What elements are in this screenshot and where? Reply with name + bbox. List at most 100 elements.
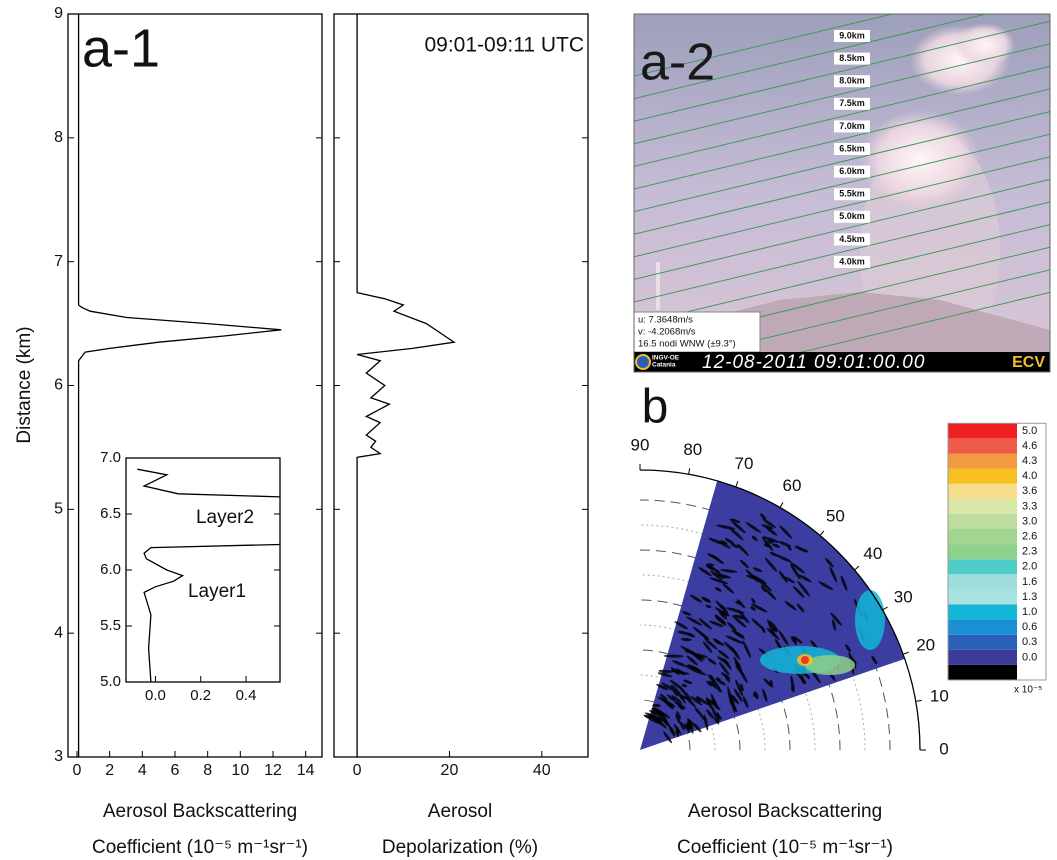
x-tick-label: 0.0 (145, 687, 166, 704)
texture (871, 655, 878, 665)
colorbar-label: 0.6 (1022, 621, 1037, 633)
texture (681, 683, 688, 688)
texture (652, 704, 661, 708)
x-axis-label: Aerosol Backscattering (688, 801, 882, 822)
plume (860, 110, 980, 210)
angle-tick (688, 468, 691, 475)
colorbar-box (948, 574, 1017, 590)
y-tick-label: 6.5 (100, 505, 121, 522)
texture (769, 551, 778, 557)
texture (690, 696, 703, 706)
info-line: 16.5 nodi WNW (±9.3°) (638, 339, 736, 350)
colorbar-label: 1.6 (1022, 576, 1037, 588)
x-tick-label: 20 (441, 762, 459, 779)
x-tick-label: 8 (203, 762, 212, 779)
texture (762, 518, 776, 528)
angle-tick (882, 606, 888, 611)
colorbar-label: 2.0 (1022, 561, 1037, 573)
height-line (634, 14, 989, 100)
panel-label: a-1 (82, 18, 160, 78)
texture (753, 691, 759, 698)
texture (657, 672, 673, 678)
texture (711, 555, 725, 565)
texture (689, 594, 703, 603)
height-lines (634, 14, 1050, 372)
texture (709, 620, 724, 627)
panel-label: b (642, 381, 669, 434)
texture (726, 607, 745, 614)
angle-label: 10 (930, 687, 949, 706)
height-tag (834, 233, 870, 246)
texture (737, 543, 749, 556)
height-line (634, 14, 895, 77)
texture (765, 588, 777, 601)
texture (739, 668, 748, 684)
texture (716, 712, 720, 725)
texture (745, 522, 762, 533)
outer-arc (639, 469, 921, 751)
texture (742, 640, 752, 659)
logo-text: Catania (652, 362, 676, 369)
colorbar-label: 5.0 (1022, 425, 1037, 437)
texture (692, 626, 708, 639)
texture (751, 535, 758, 542)
texture (731, 615, 747, 628)
texture (686, 616, 703, 626)
texture (683, 679, 693, 685)
texture (700, 714, 707, 722)
height-label: 6.0km (839, 166, 865, 176)
texture (751, 574, 767, 584)
texture (762, 688, 768, 702)
texture (762, 537, 774, 552)
texture (810, 640, 818, 649)
texture (766, 627, 780, 640)
plot-frame (333, 13, 589, 758)
cloud (955, 23, 1015, 67)
texture (674, 621, 689, 630)
texture (765, 527, 778, 536)
height-tag (834, 97, 870, 110)
angle-label: 70 (735, 454, 754, 473)
texture (728, 526, 744, 541)
texture (722, 658, 729, 665)
range-ring (639, 649, 741, 751)
info-box (634, 311, 761, 353)
texture (720, 540, 728, 545)
texture (729, 699, 738, 713)
angle-label: 30 (894, 587, 913, 606)
colorbar-box (948, 619, 1017, 635)
texture (711, 706, 717, 718)
texture (705, 709, 715, 719)
texture (673, 690, 679, 697)
texture (750, 606, 756, 611)
texture (671, 670, 690, 675)
texture (719, 612, 728, 620)
texture (709, 680, 718, 689)
colorbar-label: 4.6 (1022, 440, 1037, 452)
profile-line (356, 14, 456, 757)
angle-tick (915, 699, 922, 702)
texture (686, 721, 690, 734)
x-tick-label: 0 (73, 762, 82, 779)
height-tag (834, 143, 870, 155)
colorbar-box (948, 438, 1017, 454)
texture (643, 715, 663, 720)
texture (818, 581, 834, 590)
texture (778, 570, 788, 583)
y-tick-label: 3 (54, 748, 63, 765)
texture (733, 688, 743, 702)
texture (663, 654, 684, 658)
texture (696, 696, 709, 706)
texture (737, 599, 746, 609)
texture (796, 603, 805, 613)
height-tag (834, 188, 870, 201)
colorbar-box (948, 453, 1017, 469)
height-label: 7.0km (839, 121, 865, 131)
angle-label: 20 (916, 636, 935, 655)
y-tick-label: 7.0 (100, 449, 121, 466)
texture (710, 570, 723, 581)
texture (716, 687, 722, 693)
texture (656, 683, 669, 691)
texture (717, 540, 731, 549)
panel-label: a-2 (640, 34, 715, 92)
